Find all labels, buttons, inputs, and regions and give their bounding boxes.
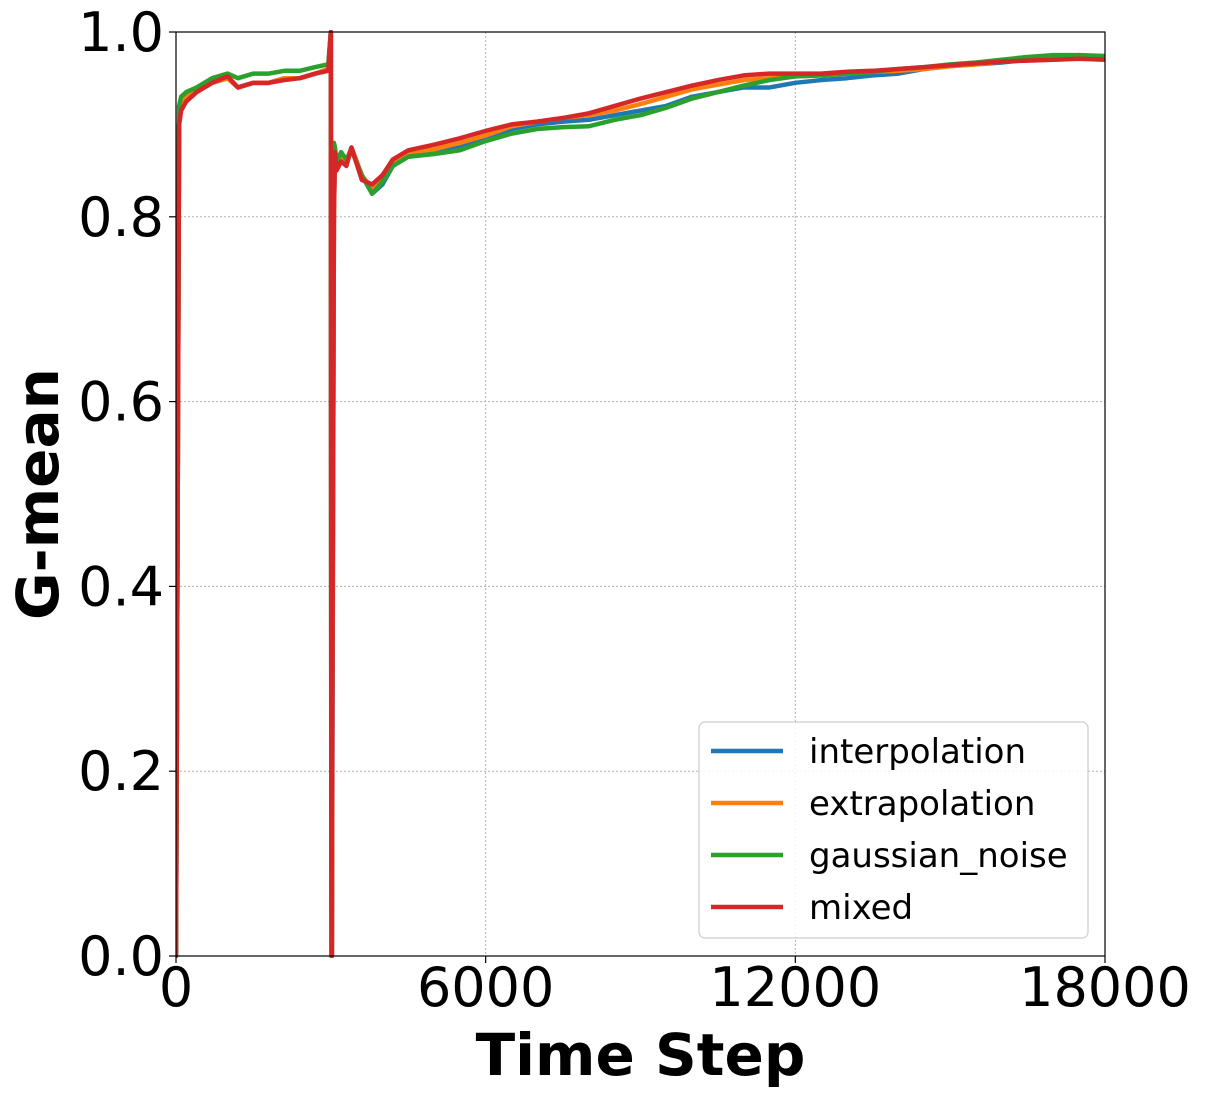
- plot-frame: [175, 31, 1106, 957]
- legend-item-mixed: mixed: [711, 888, 913, 928]
- y-tick-label-0: 0.0: [78, 925, 164, 988]
- series-line-mixed: [176, 30, 1105, 958]
- x-tick-label-0: 0: [159, 956, 193, 1019]
- axis-ticks: 0 6000 12000 18000 0.0 0.2 0.4 0.6 0.8 1.0: [78, 1, 1191, 1019]
- legend-item-extrapolation: extrapolation: [711, 784, 1035, 824]
- legend-box: [698, 721, 1089, 939]
- x-tick-label-2: 12000: [709, 956, 881, 1019]
- y-tick-label-1: 0.2: [78, 740, 164, 803]
- legend: interpolation extrapolation gaussian_noise…: [698, 721, 1089, 939]
- series-lines: [176, 30, 1105, 958]
- x-tick-label-1: 6000: [417, 956, 554, 1019]
- legend-label-gaussian_noise: gaussian_noise: [809, 836, 1068, 876]
- y-tick-label-4: 0.8: [78, 186, 164, 249]
- y-tick-label-2: 0.4: [78, 555, 164, 618]
- legend-label-interpolation: interpolation: [809, 732, 1026, 772]
- legend-label-extrapolation: extrapolation: [809, 784, 1035, 824]
- legend-label-mixed: mixed: [809, 888, 913, 928]
- y-tick-label-5: 1.0: [78, 1, 164, 64]
- legend-item-interpolation: interpolation: [711, 732, 1026, 772]
- y-axis-title: G-mean: [4, 368, 72, 620]
- legend-item-gaussian_noise: gaussian_noise: [711, 836, 1068, 876]
- y-tick-label-3: 0.6: [78, 371, 164, 434]
- x-tick-label-3: 18000: [1019, 956, 1191, 1019]
- x-axis-title: Time Step: [476, 1021, 806, 1089]
